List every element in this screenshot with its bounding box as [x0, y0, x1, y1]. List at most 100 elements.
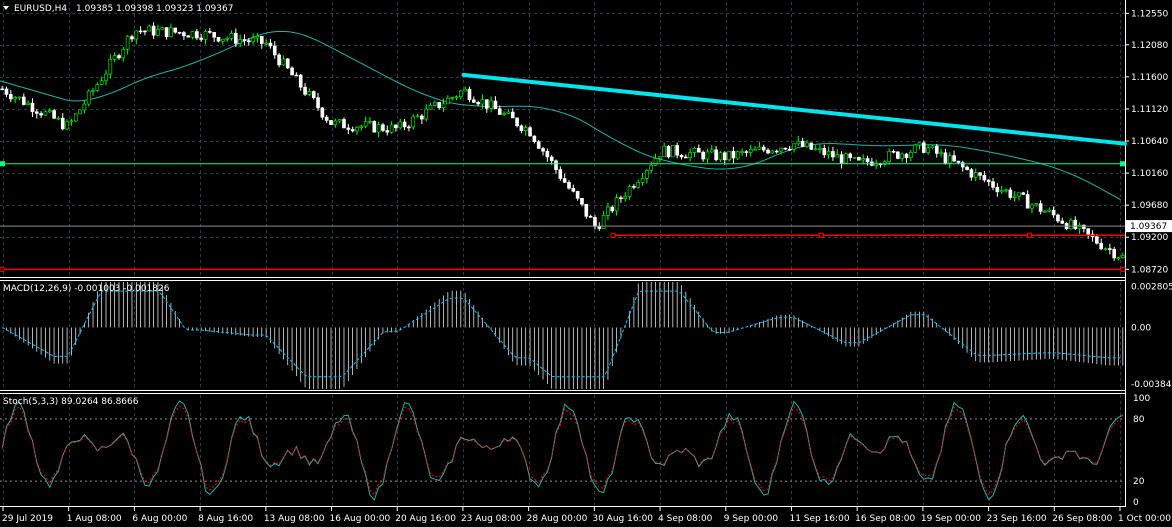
candle-body [532, 135, 537, 143]
candle-body [156, 29, 160, 36]
candle-body [632, 186, 636, 188]
candle-body [973, 172, 978, 178]
candle-body [298, 74, 303, 88]
time-tick-label: 23 Sep 16:00 [987, 514, 1047, 524]
line-handle[interactable] [0, 266, 5, 272]
candle-body [1108, 248, 1112, 250]
candle-body [636, 181, 641, 188]
candle-body [515, 117, 519, 127]
trendline[interactable] [461, 72, 1127, 146]
candle-body [549, 156, 554, 162]
time-tick-label: 13 Aug 08:00 [264, 514, 325, 524]
time-tick-label: 19 Sep 00:00 [921, 514, 981, 524]
candle-body [666, 145, 671, 158]
candle-body [978, 172, 982, 176]
time-tick-label: 23 Aug 08:00 [461, 514, 522, 524]
collapse-triangle-icon[interactable] [3, 6, 9, 10]
price-tick-label: 1.08720 [1131, 265, 1168, 275]
stochastic-tick-label: 80 [1133, 415, 1145, 425]
candle-body [809, 142, 814, 150]
candle-body [753, 148, 757, 151]
candle-body [696, 148, 701, 153]
candle-body [446, 97, 450, 105]
candle-body [195, 31, 199, 39]
time-tick-label: 1 Aug 08:00 [67, 514, 122, 524]
candle-body [52, 110, 56, 119]
candle-body [91, 90, 95, 92]
support-line-handles[interactable] [0, 232, 1126, 272]
candle-body [865, 158, 870, 163]
candle-body [857, 156, 861, 161]
candle-body [441, 103, 446, 108]
candle-body [134, 30, 139, 40]
candle-body [562, 178, 567, 183]
candle-body [610, 206, 615, 212]
candle-body [653, 158, 658, 166]
candle-body [731, 150, 736, 159]
candle-body [986, 179, 991, 182]
candle-body [385, 130, 390, 133]
candle-body [623, 196, 628, 199]
candle-body [671, 145, 675, 158]
candle-body [662, 145, 666, 157]
candle-body [454, 96, 459, 99]
candle-body [320, 107, 325, 118]
time-axis[interactable]: 29 Jul 2019 1 Aug 08:00 6 Aug 00:00 8 Aug 1… [2, 507, 1171, 524]
candle-body [939, 152, 943, 155]
candle-body [805, 142, 809, 147]
candle-body [225, 37, 229, 40]
price-axis[interactable]: 1.12550 1.12080 1.11600 1.11120 1.10640 1.101… [1125, 9, 1168, 275]
candle-body [649, 165, 654, 171]
candle-body [991, 181, 995, 188]
candle-body [497, 108, 502, 115]
time-tick-label: 4 Sep 08:00 [658, 514, 713, 524]
candle-body [203, 31, 208, 40]
candle-body [121, 48, 126, 59]
candle-body [311, 91, 316, 98]
candle-body [26, 102, 30, 105]
candle-body [904, 153, 909, 159]
candle-body [151, 25, 156, 36]
candle-body [1008, 189, 1013, 198]
time-tick-label: 1 Oct 00:00 [1118, 514, 1171, 524]
candle-body [489, 100, 493, 109]
line-handle[interactable] [818, 232, 824, 238]
candle-body [965, 166, 969, 170]
candle-body [368, 121, 372, 123]
panel-borders [0, 0, 1126, 507]
candle-body [329, 120, 333, 126]
candle-body [861, 158, 866, 161]
candle-body [337, 119, 342, 122]
candle-body [394, 124, 398, 129]
candle-body [934, 145, 939, 154]
price-panel [0, 22, 1127, 272]
candle-body [740, 151, 744, 153]
candle-body [1030, 204, 1034, 209]
candle-body [450, 97, 454, 99]
candle-body [411, 116, 416, 128]
macd-panel: MACD(12,26,9) -0.001003 -0.001826 [1, 282, 1124, 389]
macd-title: MACD(12,26,9) -0.001003 -0.001826 [3, 284, 170, 294]
level-handle-left[interactable] [0, 161, 5, 167]
candle-body [757, 146, 762, 150]
candle-body [523, 127, 528, 131]
candle-body [9, 94, 13, 100]
line-handle[interactable] [1120, 266, 1126, 272]
line-handle[interactable] [610, 232, 616, 238]
candle-body [1082, 224, 1086, 229]
line-handle[interactable] [1026, 232, 1032, 238]
candle-body [883, 161, 887, 165]
candle-body [999, 190, 1004, 193]
candle-body [212, 32, 216, 38]
candle-body [238, 39, 242, 44]
candlesticks [0, 22, 1125, 261]
price-tick-label: 1.09680 [1131, 201, 1168, 211]
macd-tick-label: 0.00 [1131, 323, 1151, 333]
candle-body [735, 151, 740, 159]
price-tick-label: 1.11120 [1131, 105, 1168, 115]
macd-axis: 0.002805 0.00 -0.003845 [1131, 282, 1172, 389]
level-handle-right[interactable] [1120, 161, 1125, 167]
candle-body [502, 112, 506, 115]
candle-body [104, 73, 108, 82]
